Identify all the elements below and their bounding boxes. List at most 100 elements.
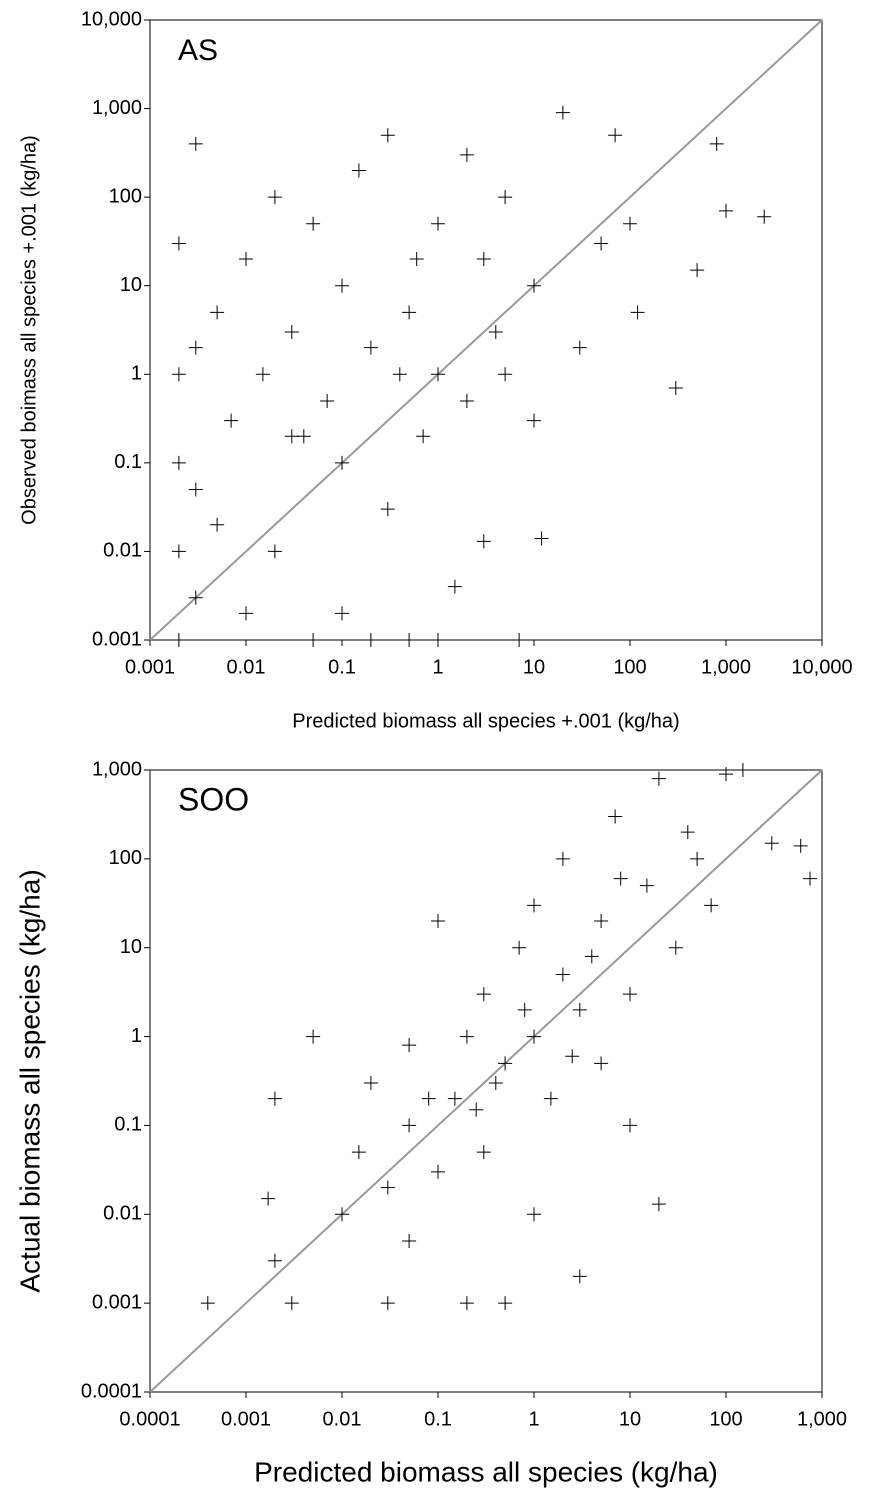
point [431,216,445,231]
point [296,429,311,444]
point [719,767,733,782]
point [416,429,431,444]
reference-line [149,19,823,641]
x-tick-label: 1,000 [797,1408,847,1430]
point [623,1118,637,1133]
x-tick-label: 0.0001 [119,1408,180,1430]
y-tick-label: 0.001 [92,628,142,650]
point [594,913,609,928]
point [402,1234,417,1249]
point [171,455,186,470]
point [517,1002,532,1017]
point [527,898,541,913]
point [594,1056,609,1071]
point [267,190,282,205]
point [555,967,570,982]
point [224,413,239,428]
point [608,809,623,824]
point [476,1145,491,1160]
point [380,502,395,517]
y-tick-label: 0.01 [103,1203,142,1225]
point [735,763,750,777]
point [267,1253,282,1268]
point [380,128,395,143]
point [459,393,474,408]
point [639,878,654,893]
point [555,105,570,120]
y-tick-label: 0.1 [114,1114,142,1136]
point [188,136,203,151]
point [402,305,417,320]
point [608,128,623,143]
x-axis-label: Predicted biomass all species (kg/ha) [254,1456,718,1487]
point [498,1296,513,1311]
point [431,913,445,928]
point [572,340,587,355]
point [171,633,186,647]
x-tick-label: 10,000 [791,656,852,678]
point [498,1056,513,1071]
point [306,1029,321,1044]
point [534,531,549,546]
point [171,236,186,251]
point [764,836,779,851]
point [572,1269,587,1284]
y-tick-label: 10 [120,936,142,958]
y-tick-label: 1 [131,363,142,385]
point [267,1091,282,1106]
point [171,367,186,382]
point [255,367,270,382]
point [584,949,599,964]
point [239,606,253,621]
y-tick-label: 1,000 [92,97,142,119]
point [613,871,628,886]
x-tick-label: 10 [619,1408,641,1430]
point [409,252,424,267]
point [447,1091,462,1106]
point [171,544,186,559]
y-tick-label: 10 [120,274,142,296]
point [402,633,417,647]
point [431,1164,445,1179]
y-tick-label: 0.0001 [81,1380,142,1402]
point [402,1118,417,1133]
point [690,851,705,866]
point [402,1038,417,1053]
panel-label: SOO [178,781,249,817]
point [447,579,462,594]
point [527,278,541,293]
y-tick-label: 10,000 [81,8,142,30]
point [651,1197,666,1212]
point [188,590,203,605]
x-axis-label: Predicted biomass all species +.001 (kg/… [292,710,679,732]
point [543,1091,558,1106]
y-tick-label: 0.1 [114,451,142,473]
point [335,1207,349,1222]
point [200,1296,215,1311]
point [476,987,491,1002]
point [704,898,719,913]
plot-frame [149,769,823,1393]
x-tick-label: 100 [613,656,646,678]
point [363,633,378,647]
point [459,1296,474,1311]
x-tick-label: 100 [709,1408,742,1430]
point [306,633,321,647]
point [335,606,349,621]
point [351,163,366,178]
point [572,1002,587,1017]
y-tick-label: 0.001 [92,1291,142,1313]
point [757,209,772,224]
point [719,203,733,218]
point [668,381,683,396]
point [210,517,225,532]
point [239,252,253,267]
point [488,1076,503,1091]
y-axis-label: Actual biomass all species (kg/ha) [14,869,45,1292]
y-tick-label: 1,000 [92,758,142,780]
point [680,825,695,840]
point [335,278,349,293]
point [284,325,299,340]
y-tick-label: 100 [109,185,142,207]
